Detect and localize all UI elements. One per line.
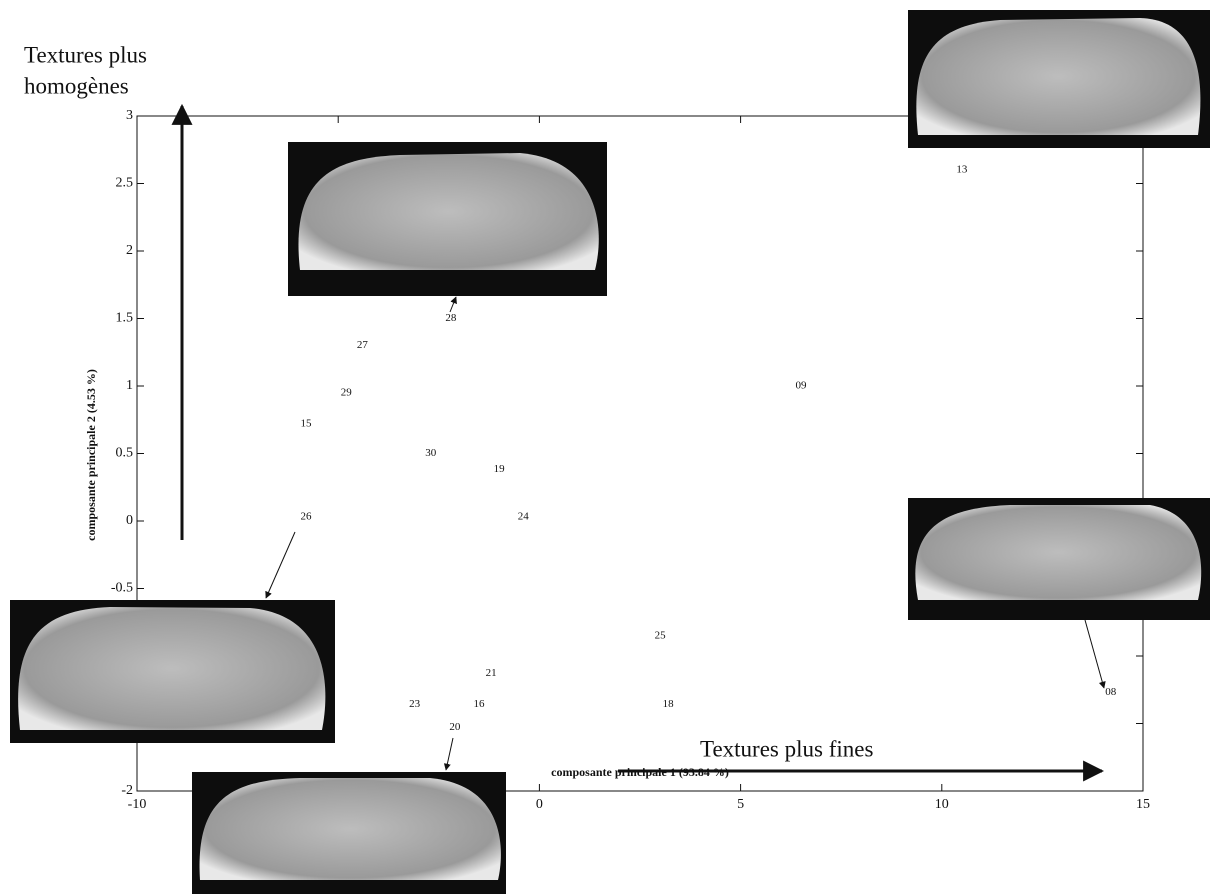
x-tick-label: 5 [737,797,744,812]
point-label: 09 [795,380,807,392]
point-label: 13 [956,164,968,176]
annotation: Textures plus fines [700,736,873,761]
point-label: 26 [301,510,313,522]
point-label: 15 [301,417,313,429]
x-axis-label: composante principale 1 (93.84 %) [551,765,729,779]
arrow [449,296,457,313]
bread-image [10,600,335,743]
point-label: 24 [518,510,530,522]
y-axis-label: composante principale 2 (4.53 %) [84,369,98,541]
x-tick-label: 10 [935,797,949,812]
bread-image [908,10,1210,148]
y-tick-label: 0 [126,513,133,528]
point-label: 27 [357,339,369,351]
arrow [1084,619,1106,689]
point-label: 23 [409,698,421,710]
y-tick-label: 2.5 [116,176,134,191]
y-tick-label: -0.5 [111,581,133,596]
point-label: 08 [1105,686,1117,698]
annotation: Textures plus [24,42,147,67]
bread-image [192,772,506,894]
point-label: 20 [449,721,461,733]
y-tick-label: 1.5 [116,311,134,326]
x-tick-label: 15 [1136,797,1150,812]
y-tick-label: 0.5 [116,446,134,461]
arrow [443,737,454,771]
bread-image [288,142,607,296]
x-tick-label: -10 [128,797,147,812]
point-label: 30 [425,447,437,459]
y-tick-label: 2 [126,243,133,258]
point-label: 18 [663,698,675,710]
point-label: 21 [486,667,497,679]
point-label: 28 [445,312,457,324]
bread-image [908,498,1210,620]
point-label: 16 [474,698,486,710]
point-label: 19 [494,463,506,475]
point-label: 29 [341,386,353,398]
annotation: homogènes [24,73,129,98]
x-tick-label: 0 [536,797,543,812]
points: 13 28 27 29 15 30 19 24 26 09 25 21 23 16 18 20 08 [301,164,1117,734]
y-tick-label: -2 [121,783,133,798]
arrow [265,531,296,599]
point-label: 25 [655,629,667,641]
y-tick-label: 3 [126,108,133,123]
y-tick-label: 1 [126,378,133,393]
